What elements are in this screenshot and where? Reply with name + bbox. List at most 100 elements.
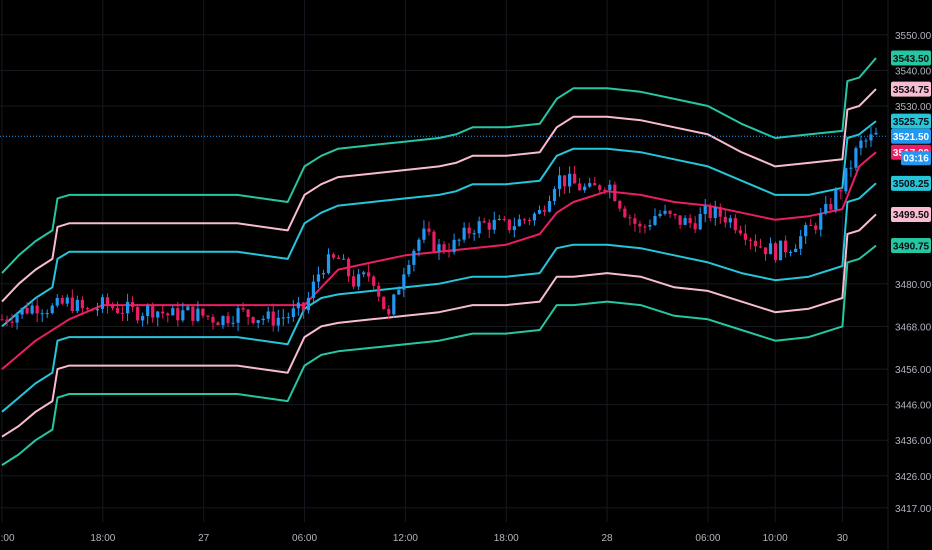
candle-body (839, 190, 843, 192)
candle (552, 186, 557, 205)
candle (5, 315, 9, 327)
candle-body (50, 305, 54, 314)
candle (115, 301, 120, 315)
candle (216, 321, 220, 326)
candle (45, 309, 49, 319)
series-line-band3-upper (1, 57, 877, 274)
candle (603, 187, 607, 195)
candle-body (241, 308, 245, 310)
candle (246, 308, 250, 325)
candle (136, 304, 140, 324)
candle-body (783, 240, 788, 253)
candle (748, 237, 753, 250)
candle-body (40, 313, 44, 315)
candle (678, 215, 682, 229)
candle-body (482, 221, 486, 223)
candle (583, 183, 587, 193)
candle (633, 213, 637, 232)
candle-body (487, 222, 491, 230)
candle-body (547, 201, 552, 212)
candle-body (643, 226, 647, 228)
candle-body (598, 185, 602, 190)
candle-body (447, 251, 451, 253)
candle (181, 302, 185, 323)
candle (799, 229, 803, 255)
candle (191, 306, 195, 326)
candle-body (377, 285, 381, 297)
candle (618, 199, 622, 212)
candle-body (432, 231, 436, 252)
candle (80, 296, 84, 315)
candle-body (583, 186, 587, 191)
candle-body (125, 302, 130, 314)
candle-body (603, 189, 607, 191)
candle-body (0, 319, 4, 321)
candle (789, 249, 793, 257)
candle (457, 238, 461, 247)
candle (311, 274, 316, 303)
x-tick-label-1: 18:00 (90, 533, 115, 544)
series-line-band1-lower (1, 182, 877, 413)
candle (412, 248, 416, 272)
candle-body (874, 132, 878, 135)
candle-body (573, 173, 577, 184)
candle-body (206, 315, 210, 317)
candle-body (618, 201, 622, 209)
candle (50, 303, 54, 315)
candle-body (402, 274, 406, 290)
candle (824, 196, 828, 216)
candle (578, 177, 582, 191)
candle (472, 229, 476, 241)
candle (608, 179, 612, 199)
candle (226, 311, 230, 327)
candle-body (221, 316, 225, 326)
price-label-upper-2: 3534.75 (891, 81, 931, 97)
candle (352, 269, 356, 290)
price-label-box (891, 81, 931, 97)
candle (829, 198, 833, 213)
candle-body (110, 306, 115, 309)
candle (161, 303, 165, 319)
candle (447, 242, 451, 258)
candle-body (613, 184, 617, 202)
candle-body (276, 317, 280, 326)
candle-body (130, 302, 135, 308)
candle (432, 229, 436, 253)
candle-body (171, 308, 175, 316)
candle-body (412, 250, 416, 265)
candle (331, 252, 336, 260)
candle (442, 241, 446, 254)
y-tick-label-7: 3436.00 (895, 436, 932, 447)
x-tick-label-8: 10:00 (763, 533, 788, 544)
candle-body (231, 322, 235, 324)
y-tick-label-6: 3446.00 (895, 401, 932, 412)
candle (593, 176, 597, 186)
candle-body (15, 314, 19, 323)
candle (25, 302, 29, 315)
candle-body (331, 254, 336, 258)
candle-body (226, 316, 230, 324)
candle-body (341, 258, 346, 260)
candle-body (653, 216, 657, 225)
candle-body (623, 208, 627, 218)
candle-body (648, 224, 652, 227)
price-label-text: 3490.75 (893, 241, 930, 252)
candle (392, 293, 396, 318)
y-tick-label-0: 3550.00 (895, 31, 932, 42)
candle (341, 254, 346, 260)
candle-body (854, 148, 858, 168)
x-tick-label-5: 18:00 (494, 533, 519, 544)
candle (567, 166, 572, 194)
candle-body (95, 308, 100, 311)
candle (814, 222, 818, 235)
candle-body (5, 319, 9, 322)
candle-body (156, 311, 160, 318)
candle (562, 175, 567, 194)
candle-body (517, 219, 521, 227)
price-label-price: 3521.50 (891, 128, 931, 144)
candle (809, 218, 813, 227)
candle-body (367, 272, 371, 277)
y-tick-label-2: 3530.00 (895, 102, 932, 113)
candle (844, 168, 848, 195)
